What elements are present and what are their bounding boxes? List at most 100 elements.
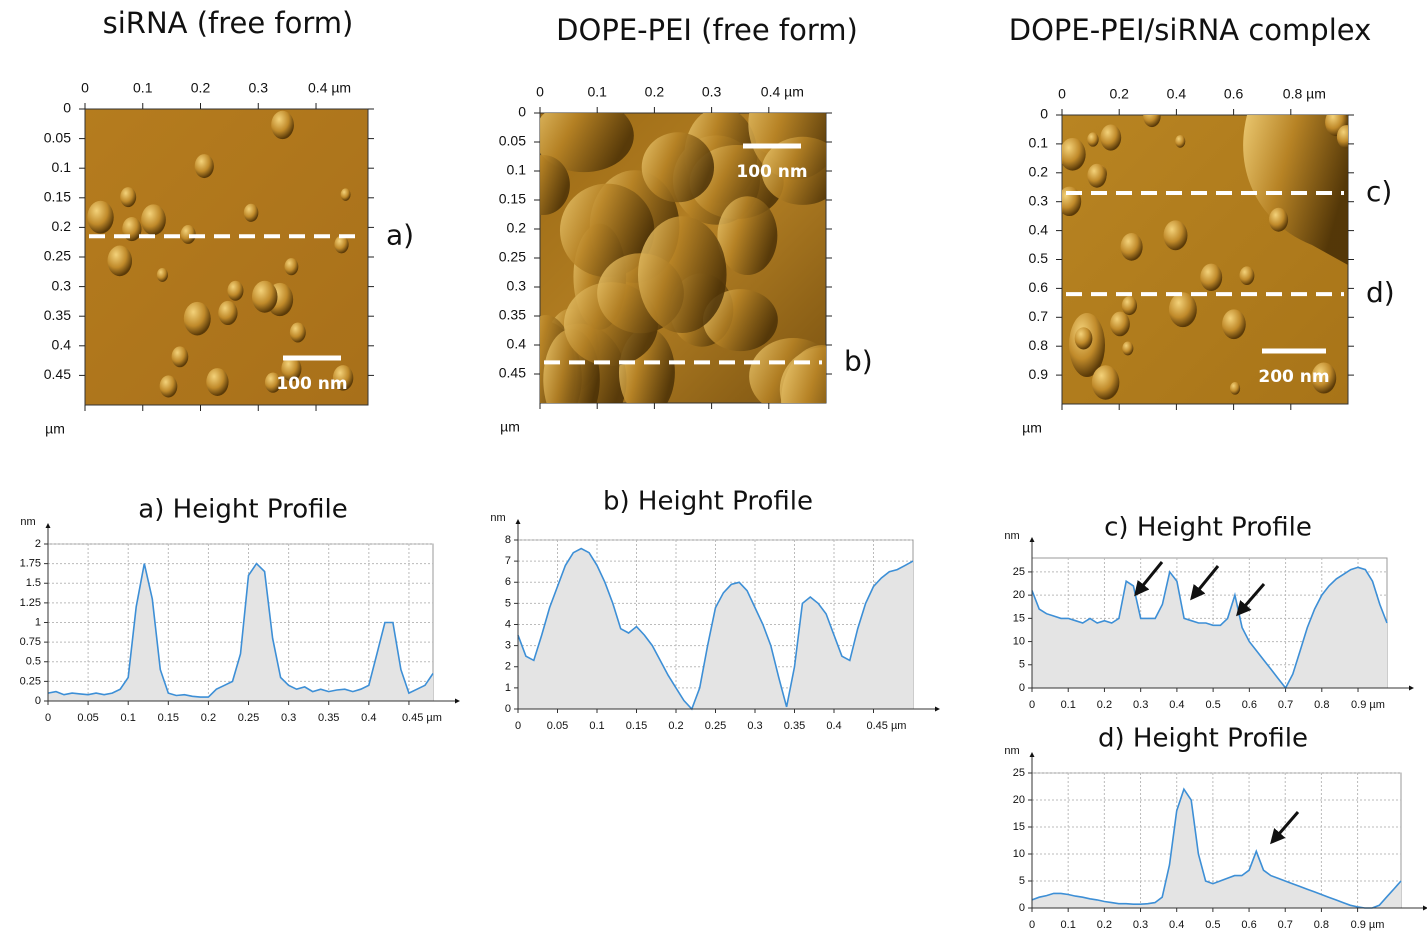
afm-grain [289, 322, 306, 343]
y-tick-label: 0 [35, 695, 41, 707]
afm-grain [1120, 233, 1143, 261]
x-tick-label: 0.35 [318, 712, 339, 724]
y-tick-label: 0.4 [52, 337, 72, 353]
x-tick-label: 0.7 [1278, 919, 1293, 931]
afm-grain [1091, 365, 1120, 400]
area-fill [48, 563, 433, 701]
x-tick-label: 0.1 [1061, 919, 1076, 931]
x-tick-label: 0.35 [784, 720, 805, 732]
y-tick-label: 0.15 [499, 191, 526, 207]
y-tick-label: 0 [1040, 106, 1048, 122]
x-tick-label: 0.45 µm [402, 712, 442, 724]
y-tick-label: 0.2 [1029, 164, 1049, 180]
y-tick-label: 0.3 [1029, 192, 1049, 208]
afm-grain [183, 301, 211, 336]
afm-grain [1268, 207, 1289, 232]
y-tick-label: 0.7 [1029, 308, 1049, 324]
y-tick-label: 7 [505, 555, 511, 567]
afm-grain [1311, 362, 1337, 394]
afm-texture [87, 110, 354, 398]
y-tick-label: 8 [505, 534, 511, 546]
x-tick-label: 0.4 [1167, 86, 1187, 102]
x-tick-label: 0.8 [1314, 919, 1329, 931]
y-tick-label: 0.35 [44, 307, 71, 323]
afm-grain [340, 188, 351, 201]
afm-texture [540, 113, 826, 403]
y-tick-label: 0.35 [499, 307, 526, 323]
y-tick-label: 3 [505, 640, 511, 652]
x-tick-label: 0 [45, 712, 51, 724]
x-tick-label: 0.25 [238, 712, 259, 724]
x-tick-label: 0.05 [547, 720, 568, 732]
axis-unit: µm [45, 421, 65, 437]
afm-grain [1062, 137, 1086, 171]
x-tick-label: 0.2 [668, 720, 683, 732]
profile-label: d) [1366, 276, 1395, 309]
afm-grain [761, 136, 826, 205]
afm-grain [781, 345, 826, 403]
arrow [1190, 565, 1220, 601]
y-tick-label: 0.2 [52, 218, 72, 234]
y-tick-label: 10 [1013, 635, 1025, 647]
arrow [1270, 811, 1300, 845]
y-tick-label: 0 [518, 104, 526, 120]
afm-grain [1163, 220, 1188, 251]
y-tick-label: 0 [505, 703, 511, 715]
y-tick-label: 0.45 [44, 366, 71, 382]
chart-title: siRNA (free form) [103, 6, 354, 40]
afm-grain [641, 132, 715, 203]
y-tick-label: 0.1 [1029, 135, 1049, 151]
y-tick-label: 0 [63, 100, 71, 116]
x-tick-label: 0 [536, 84, 544, 100]
profile-line [1031, 566, 1388, 690]
afm-grain [334, 235, 349, 254]
x-tick-label: 0.3 [1133, 699, 1148, 711]
x-tick-label: 0.2 [1109, 86, 1129, 102]
y-tick-label: 0.4 [1029, 221, 1049, 237]
y-tick-label: 0.25 [499, 249, 526, 265]
y-tick-label: 2 [505, 661, 511, 673]
y-tick-label: 4 [505, 618, 511, 630]
y-tick-label: 0.1 [52, 159, 72, 175]
x-tick-label: 0.1 [121, 712, 136, 724]
y-tick-label: 0.5 [1029, 250, 1049, 266]
x-tick-label: 0.2 [191, 80, 211, 96]
y-tick-label: 0 [1019, 902, 1025, 914]
y-tick-label: 25 [1013, 767, 1025, 779]
chart-title: DOPE-PEI (free form) [556, 13, 858, 47]
chart-title: a) Height Profile [138, 495, 347, 525]
profile-line [47, 562, 434, 698]
y-tick-label: 0.25 [44, 248, 71, 264]
x-tick-label: 0.1 [589, 720, 604, 732]
x-tick-label: 0.4 µm [308, 80, 351, 96]
x-tick-label: 0.4 [361, 712, 376, 724]
x-tick-label: 0.2 [645, 84, 665, 100]
x-tick-label: 0.15 [626, 720, 647, 732]
y-tick-label: 0.6 [1029, 279, 1049, 295]
x-tick-label: 0 [1029, 919, 1035, 931]
x-tick-label: 0.1 [587, 84, 607, 100]
y-tick-label: 0.45 [499, 365, 526, 381]
x-tick-label: 0 [1029, 699, 1035, 711]
y-tick-label: 0.15 [44, 189, 71, 205]
x-tick-label: 0.5 [1205, 919, 1220, 931]
afm-grain [1143, 115, 1161, 128]
axis-unit: nm [1004, 530, 1019, 542]
afm-grain [1222, 309, 1246, 340]
area-fill [518, 548, 913, 709]
afm-grain [1200, 263, 1223, 291]
y-tick-label: 1.25 [20, 597, 41, 609]
x-tick-label: 0.9 µm [1351, 699, 1385, 711]
x-tick-label: 0.1 [1061, 699, 1076, 711]
afm-grain [87, 200, 114, 234]
profile-line [1031, 787, 1402, 909]
chart-title: b) Height Profile [603, 487, 813, 517]
x-tick-label: 0.4 [1169, 919, 1184, 931]
x-tick-label: 0.3 [249, 80, 269, 96]
x-tick-label: 0.5 [1205, 699, 1220, 711]
afm-texture [1062, 115, 1348, 400]
x-tick-label: 0.3 [747, 720, 762, 732]
afm-grain [107, 245, 133, 277]
afm-grain [284, 258, 299, 276]
afm-grain [1122, 341, 1134, 356]
